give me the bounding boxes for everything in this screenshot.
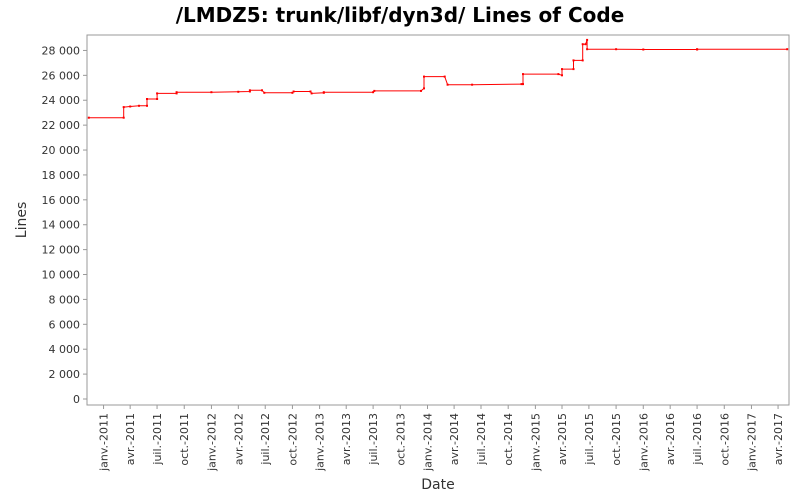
y-tick-label: 2 000 [49,368,81,381]
x-tick-label: avr.-2011 [124,413,137,465]
x-tick-label: avr.-2012 [232,413,245,465]
y-tick-label: 22 000 [42,119,81,132]
data-point [423,87,425,90]
x-tick-label: avr.-2017 [772,413,785,465]
x-tick-label: janv.-2017 [745,413,758,472]
data-point [138,104,140,107]
y-tick-label: 18 000 [42,169,81,182]
y-tick-label: 14 000 [42,219,81,232]
x-tick-label: janv.-2016 [637,413,650,472]
data-point [248,89,251,92]
data-point [522,83,524,86]
y-tick-label: 6 000 [49,318,81,331]
series-points [87,38,789,119]
data-point [292,90,295,93]
data-point [557,73,560,76]
data-point [175,91,178,94]
data-point [122,116,125,119]
y-tick-label: 26 000 [42,69,81,82]
data-point [581,43,584,46]
x-tick-label: juil.-2014 [475,413,488,466]
y-axis: 0 2 000 4 000 6 000 8 000 10 000 12 000 14 000 1… [42,44,87,406]
x-tick-label: avr.-2014 [448,413,461,465]
data-point [263,91,266,94]
data-point [309,90,312,93]
x-tick-label: janv.-2014 [422,413,435,472]
data-point [446,83,449,86]
data-point [175,92,178,95]
data-point [572,68,575,71]
data-point [423,75,425,78]
data-point [237,90,240,93]
x-axis: janv.-2011 avr.-2011 juil.-2011 oct.-2011 ja… [98,405,785,472]
data-point [471,83,474,86]
x-tick-label: juil.-2015 [583,413,596,466]
y-tick-label: 20 000 [42,144,81,157]
x-tick-label: avr.-2013 [340,413,353,465]
data-point [581,59,584,62]
data-point [129,105,132,108]
data-point [696,48,699,51]
data-point [642,48,645,51]
data-point [122,106,125,109]
data-point [310,92,313,95]
data-point [87,116,90,119]
data-point [156,98,159,100]
data-point [584,43,587,46]
x-tick-label: oct.-2012 [286,413,299,466]
y-tick-label: 0 [73,393,80,406]
chart-title: /LMDZ5: trunk/libf/dyn3d/ Lines of Code [176,3,625,27]
x-tick-label: juil.-2012 [259,413,272,466]
x-tick-label: oct.-2016 [718,413,731,466]
plot-area [86,34,790,406]
x-tick-label: janv.-2015 [529,413,542,472]
y-tick-label: 4 000 [49,343,81,356]
x-tick-label: janv.-2011 [98,413,111,472]
y-tick-label: 16 000 [42,194,81,207]
data-point [373,89,376,92]
data-point [420,89,422,92]
y-tick-label: 10 000 [42,269,81,282]
data-point [372,91,375,94]
data-point [261,89,263,92]
data-point [520,83,523,86]
data-point [561,68,563,71]
data-point [322,91,325,94]
data-point [443,75,446,78]
data-point [572,59,575,62]
x-tick-label: avr.-2016 [664,413,677,465]
data-point [586,48,589,51]
x-tick-label: janv.-2013 [314,413,327,472]
data-point [291,91,294,94]
data-point [146,98,148,100]
y-tick-label: 28 000 [42,44,81,57]
x-tick-label: avr.-2015 [556,413,569,465]
x-tick-label: oct.-2011 [178,413,191,466]
y-tick-label: 24 000 [42,94,81,107]
y-axis-label: Lines [14,202,30,238]
data-point [156,92,159,95]
x-tick-label: janv.-2012 [205,413,218,472]
y-tick-label: 8 000 [49,293,81,306]
data-point [146,104,148,107]
x-axis-label: Date [421,477,454,493]
data-point [615,48,618,51]
x-tick-label: juil.-2011 [151,413,164,466]
y-tick-label: 12 000 [42,244,81,257]
x-tick-label: oct.-2014 [502,413,515,466]
x-tick-label: juil.-2013 [367,413,380,466]
data-point [786,48,789,51]
data-point [210,91,213,94]
data-point [522,73,524,76]
data-point [561,74,563,77]
x-tick-label: juil.-2016 [691,413,704,466]
x-tick-label: oct.-2013 [394,413,407,466]
x-tick-label: oct.-2015 [610,413,623,466]
data-point [586,38,589,41]
data-point [248,90,251,93]
